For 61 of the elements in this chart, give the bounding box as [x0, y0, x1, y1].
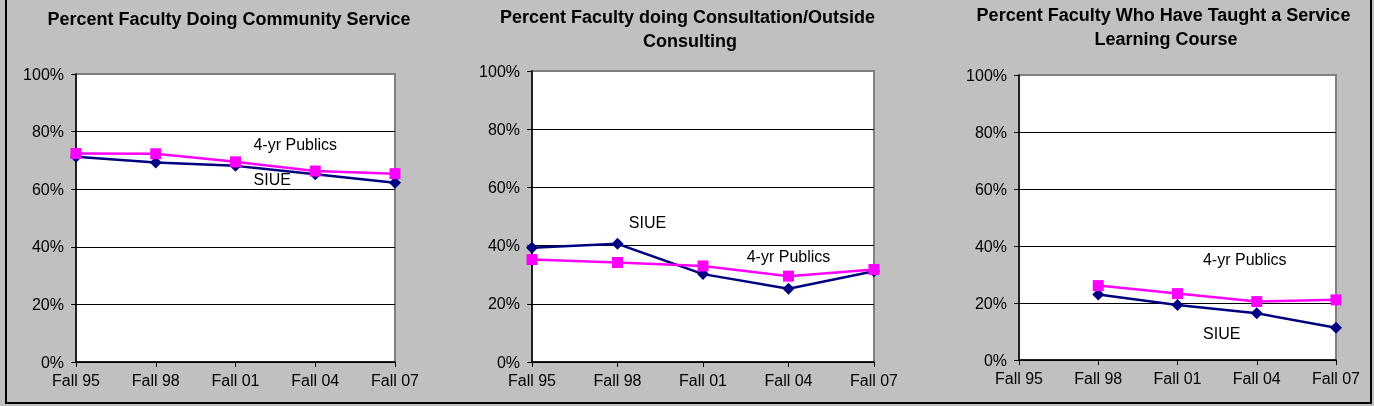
series-label: 4-yr Publics [1202, 251, 1287, 269]
point [150, 148, 162, 160]
y-tick-label: 60% [487, 178, 520, 196]
point [612, 256, 623, 268]
point [1250, 307, 1263, 320]
point [309, 165, 321, 177]
y-tick-label: 40% [31, 238, 64, 256]
x-tick-label: Fall 98 [1074, 369, 1123, 387]
chart-title: Percent Faculty Who Have Taught a Service Learning Course [976, 5, 1356, 49]
y-tick-label: 0% [983, 351, 1007, 369]
point [526, 241, 538, 254]
x-tick-label: Fall 98 [131, 371, 180, 389]
x-tick-label: Fall 01 [1153, 369, 1202, 387]
x-tick-label: Fall 01 [678, 371, 728, 389]
point [526, 254, 538, 266]
point [1330, 294, 1342, 306]
point [783, 270, 794, 282]
y-tick-label: 40% [487, 237, 520, 255]
point [1171, 298, 1184, 311]
series-label: SIUE [1203, 324, 1241, 342]
chart-title: Percent Faculty doing Consultation/Outside Consulting [499, 7, 881, 51]
x-tick-label: Fall 07 [849, 371, 899, 389]
point [782, 282, 795, 295]
y-tick-label: 80% [487, 120, 520, 138]
x-tick-label: Fall 01 [211, 371, 260, 389]
y-tick-label: 0% [496, 353, 520, 371]
y-tick-label: 80% [974, 123, 1007, 141]
y-tick-label: 60% [974, 180, 1007, 198]
point [1092, 280, 1104, 292]
x-tick-label: Fall 04 [1232, 369, 1281, 387]
x-tick-label: Fall 04 [764, 371, 813, 389]
y-tick-label: 80% [31, 123, 64, 141]
x-tick-label: Fall 95 [994, 369, 1044, 387]
chart-title: Percent Faculty Doing Community Service [47, 9, 411, 29]
y-tick-label: 100% [479, 62, 520, 80]
x-tick-label: Fall 07 [370, 371, 420, 389]
x-tick-label: Fall 04 [291, 371, 340, 389]
y-tick-label: 20% [31, 295, 64, 313]
point [611, 237, 624, 250]
y-tick-label: 0% [40, 353, 64, 371]
x-tick-label: Fall 95 [51, 371, 101, 389]
series-label: SIUE [253, 170, 291, 188]
series-label: 4-yr Publics [253, 135, 338, 153]
series-label: SIUE [628, 214, 667, 232]
series-label: 4-yr Publics [746, 247, 831, 265]
point [1172, 288, 1183, 300]
point [1251, 296, 1263, 308]
y-tick-label: 60% [31, 180, 64, 198]
x-tick-label: Fall 95 [507, 371, 557, 389]
x-tick-label: Fall 98 [593, 371, 642, 389]
point [697, 260, 709, 272]
point [389, 168, 401, 180]
point [230, 156, 241, 168]
x-tick-label: Fall 07 [1311, 369, 1361, 387]
y-tick-label: 100% [23, 65, 64, 83]
point [1330, 321, 1342, 334]
y-tick-label: 20% [974, 294, 1007, 312]
y-tick-label: 100% [966, 66, 1007, 84]
point [70, 147, 82, 159]
y-tick-label: 20% [487, 295, 520, 313]
y-tick-label: 40% [974, 237, 1007, 255]
